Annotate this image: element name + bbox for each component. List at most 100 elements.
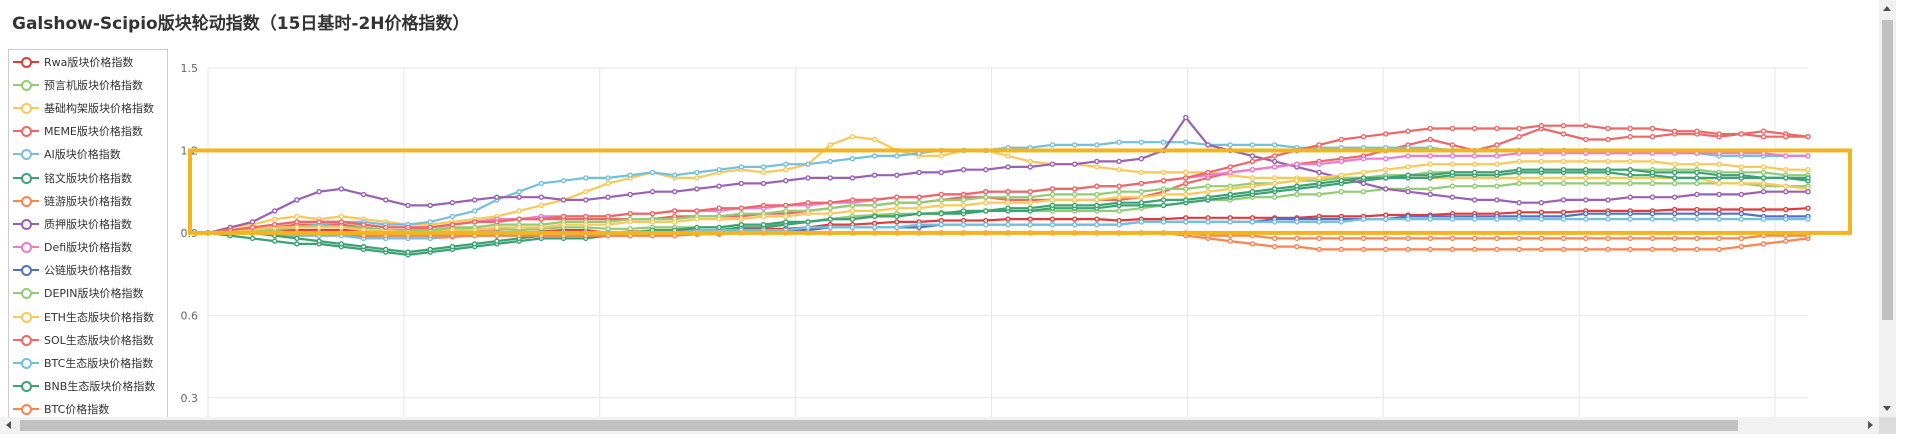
data-point [694, 186, 700, 192]
data-point [1249, 175, 1256, 181]
scroll-down-arrow-icon[interactable] [1883, 406, 1891, 411]
scroll-left-arrow-icon[interactable] [6, 421, 11, 429]
data-point [1427, 125, 1433, 132]
legend-item[interactable]: 质押版块价格指数 [9, 212, 167, 235]
legend-label: MEME版块价格指数 [44, 125, 143, 139]
data-point [960, 166, 967, 173]
legend-item[interactable]: BNB生态版块价格指数 [9, 375, 167, 398]
data-point [271, 221, 278, 228]
data-point [694, 216, 700, 222]
data-point [1783, 134, 1789, 140]
legend-item[interactable]: ETH生态版块价格指数 [9, 305, 167, 328]
data-point [1360, 169, 1367, 176]
horizontal-scroll-thumb[interactable] [20, 420, 1738, 431]
data-point [1294, 161, 1300, 167]
vertical-scrollbar[interactable] [1879, 0, 1896, 417]
legend-item[interactable]: AI版块价格指数 [9, 143, 167, 166]
data-point [1271, 153, 1278, 159]
data-point [494, 238, 500, 244]
data-point [1671, 169, 1678, 176]
legend-item[interactable]: BTC价格指数 [9, 398, 167, 419]
legend-marker-icon [13, 195, 39, 207]
data-point [760, 202, 767, 209]
data-point [1516, 246, 1522, 253]
data-point [1027, 164, 1033, 170]
data-point [1494, 216, 1500, 222]
data-point [1271, 158, 1278, 165]
data-point [516, 188, 522, 195]
data-point [1227, 238, 1233, 244]
data-point [1160, 177, 1167, 184]
data-point [1427, 172, 1433, 178]
data-point [916, 199, 922, 206]
data-point [1005, 194, 1011, 200]
legend-item[interactable]: BTC生态版块价格指数 [9, 351, 167, 374]
data-point [538, 216, 545, 222]
legend-item[interactable]: 基础构架版块价格指数 [9, 96, 167, 119]
data-point [1071, 197, 1078, 203]
data-point [1738, 191, 1745, 198]
data-point [1116, 221, 1122, 228]
data-point [583, 197, 589, 203]
data-point [1205, 188, 1211, 195]
legend-item[interactable]: 预言机版块价格指数 [9, 73, 167, 96]
data-point [605, 180, 611, 187]
data-point [1116, 194, 1122, 200]
data-point [760, 164, 767, 170]
data-point [1316, 191, 1322, 198]
data-point [960, 208, 967, 214]
data-point [1227, 169, 1233, 176]
series-line [207, 171, 1809, 256]
horizontal-scrollbar[interactable] [0, 417, 1879, 434]
data-point [1383, 155, 1389, 162]
data-point [783, 202, 789, 209]
data-point [1805, 175, 1811, 181]
data-point [649, 169, 656, 176]
data-point [1516, 199, 1522, 206]
data-point [1494, 169, 1500, 176]
legend-item[interactable]: DEPIN版块价格指数 [9, 282, 167, 305]
data-point [1405, 153, 1411, 159]
legend-item[interactable]: Rwa版块价格指数 [9, 50, 167, 73]
data-point [1605, 158, 1611, 165]
data-point [1360, 175, 1367, 181]
legend-label: BTC价格指数 [44, 403, 110, 417]
legend-item[interactable]: Defi版块价格指数 [9, 236, 167, 259]
data-point [516, 208, 522, 214]
data-point [1605, 246, 1611, 253]
scroll-up-arrow-icon[interactable] [1883, 6, 1891, 11]
data-point [1249, 215, 1256, 221]
data-point [294, 241, 300, 247]
data-point [1694, 235, 1700, 242]
data-point [1583, 175, 1589, 181]
data-point [671, 219, 678, 225]
data-point [1471, 169, 1478, 176]
data-point [1094, 221, 1100, 228]
data-point [716, 166, 722, 173]
data-point [1094, 191, 1100, 198]
legend-item[interactable]: 公链版块价格指数 [9, 259, 167, 282]
legend-label: BTC生态版块价格指数 [44, 357, 154, 371]
data-point [649, 188, 656, 195]
data-point [1605, 210, 1611, 217]
data-point [871, 202, 878, 209]
data-point [1071, 186, 1078, 192]
legend-item[interactable]: 铭文版块价格指数 [9, 166, 167, 189]
legend-item[interactable]: SOL生态版块价格指数 [9, 328, 167, 351]
legend-item[interactable]: MEME版块价格指数 [9, 120, 167, 143]
legend-item[interactable]: 链游版块价格指数 [9, 189, 167, 212]
data-point [1205, 183, 1211, 189]
data-point [1649, 235, 1656, 242]
data-point [383, 246, 389, 253]
vertical-scroll-thumb[interactable] [1882, 20, 1893, 320]
data-point [316, 188, 322, 195]
data-point [1160, 202, 1167, 209]
data-point [1605, 136, 1611, 143]
data-point [783, 177, 789, 184]
data-point [1471, 153, 1478, 159]
legend-marker-icon [13, 380, 39, 393]
data-point [1449, 216, 1456, 222]
data-point [1183, 175, 1189, 181]
data-point [1760, 180, 1767, 187]
scroll-right-arrow-icon[interactable] [1868, 421, 1873, 429]
